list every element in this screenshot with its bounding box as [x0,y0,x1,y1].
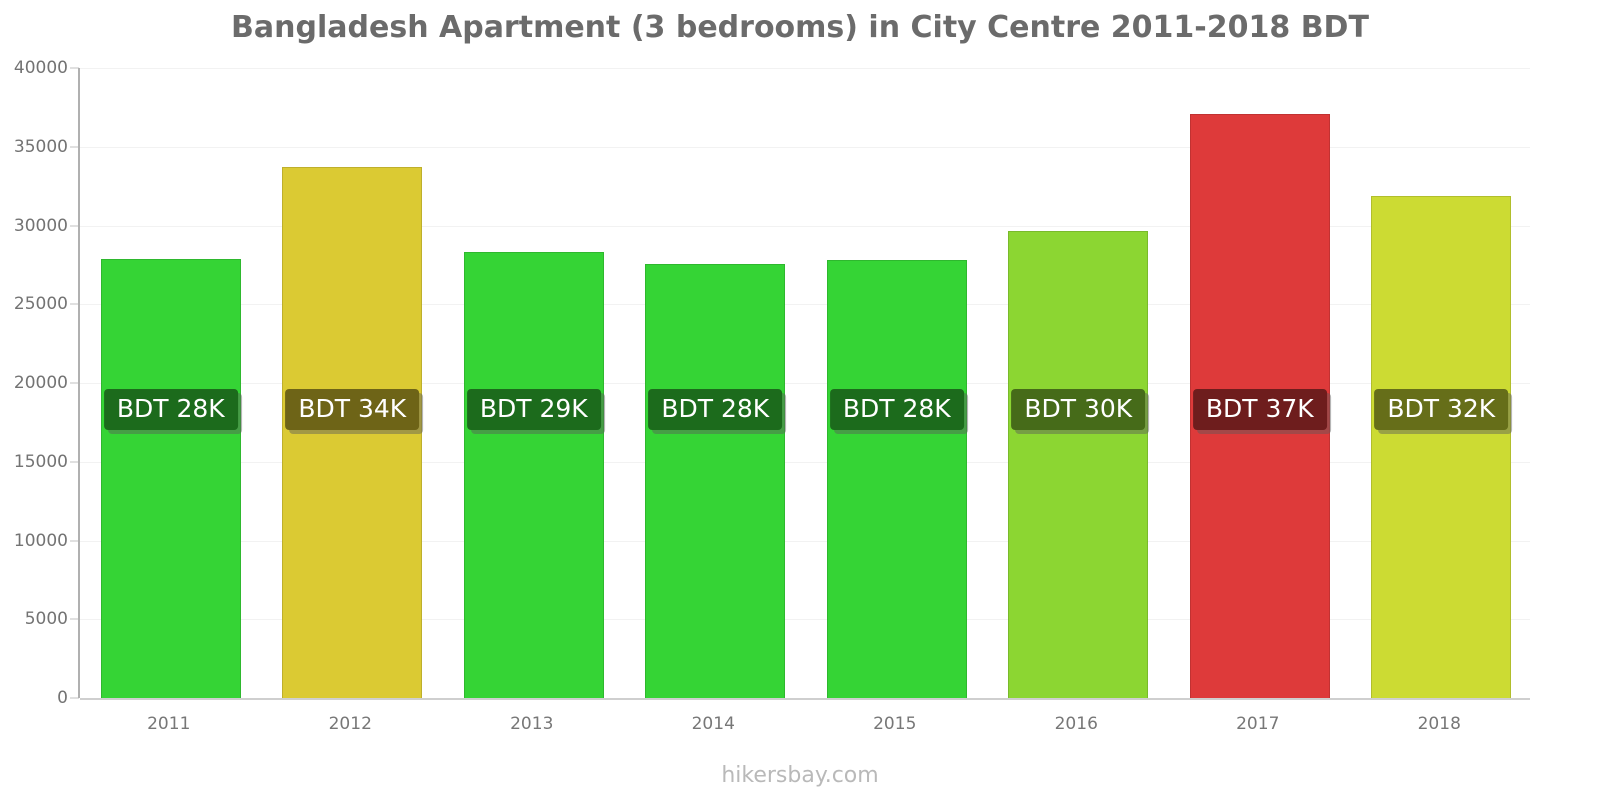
bar-value-label: BDT 30K [1011,389,1146,431]
y-axis-tick-mark [70,382,79,384]
y-axis-tick-label: 35000 [13,136,68,157]
gridline [80,225,1530,227]
bar-2014[interactable] [645,264,786,698]
y-axis-tick-label: 0 [57,688,68,708]
bar-group: BDT 28K [100,68,241,698]
bar-series: BDT 28K BDT 34K BDT 29K BDT 28K BDT 28K BDT 3… [80,68,1530,698]
bar-2018[interactable] [1371,196,1512,698]
x-axis: 2011 2012 2013 2014 2015 2016 2017 2018 [78,700,1530,740]
x-axis-tick-label: 2018 [1417,714,1461,734]
gridline [80,68,1530,69]
bar-value-label: BDT 28K [103,389,238,431]
bar-value-label: BDT 29K [466,389,601,431]
bar-2012[interactable] [282,167,423,698]
bar-group: BDT 32K [1371,68,1512,698]
bar-value-label: BDT 32K [1374,389,1509,431]
x-axis-tick-label: 2017 [1236,714,1280,734]
bar-2013[interactable] [463,251,604,698]
y-axis-tick-label: 5000 [24,609,68,630]
bar-group: BDT 37K [1189,68,1330,698]
x-axis-tick-label: 2011 [147,714,191,734]
y-axis-tick-mark [70,697,79,699]
axis-baseline [80,698,1530,700]
bar-value-label: BDT 28K [648,389,783,431]
x-axis-tick-label: 2016 [1054,714,1098,734]
bar-2011[interactable] [100,258,241,698]
y-axis-tick-label: 25000 [13,294,68,315]
bar-group: BDT 29K [463,68,604,698]
gridline [80,619,1530,621]
y-axis-tick-mark [70,461,79,463]
bar-group: BDT 28K [645,68,786,698]
y-axis-tick-label: 10000 [13,530,68,551]
source-watermark: hikersbay.com [721,763,879,788]
y-axis-tick-mark [70,540,79,541]
plot-area: BDT 28K BDT 34K BDT 29K BDT 28K BDT 28K BDT 3… [78,68,1530,700]
x-axis-tick-label: 2012 [328,714,372,734]
x-axis-tick-label: 2014 [691,714,735,734]
y-axis-tick-label: 20000 [13,373,68,393]
y-axis-tick-label: 30000 [13,215,68,236]
gridline [80,383,1530,384]
y-axis-tick-mark [70,67,79,69]
bar-group: BDT 28K [826,68,967,698]
bar-group: BDT 30K [1008,68,1149,698]
bar-value-label: BDT 28K [829,389,964,431]
page-title: Bangladesh Apartment (3 bedrooms) in Cit… [231,10,1369,45]
y-axis-tick-mark [70,303,79,305]
bar-value-label: BDT 34K [285,389,420,431]
y-axis-tick-mark [70,225,79,226]
bar-2016[interactable] [1008,231,1149,698]
gridline [80,146,1530,148]
gridline [80,540,1530,542]
gridline [80,304,1530,306]
bar-2015[interactable] [826,260,967,698]
y-axis-tick-mark [70,618,79,620]
bar-group: BDT 34K [282,68,423,698]
y-axis-tick-label: 40000 [13,58,68,78]
gridline [80,461,1530,463]
y-axis-tick-label: 15000 [13,451,68,472]
bar-value-label: BDT 37K [1192,389,1327,431]
x-axis-tick-label: 2013 [510,714,554,734]
x-axis-tick-label: 2015 [873,714,917,734]
y-axis-tick-mark [70,146,79,148]
